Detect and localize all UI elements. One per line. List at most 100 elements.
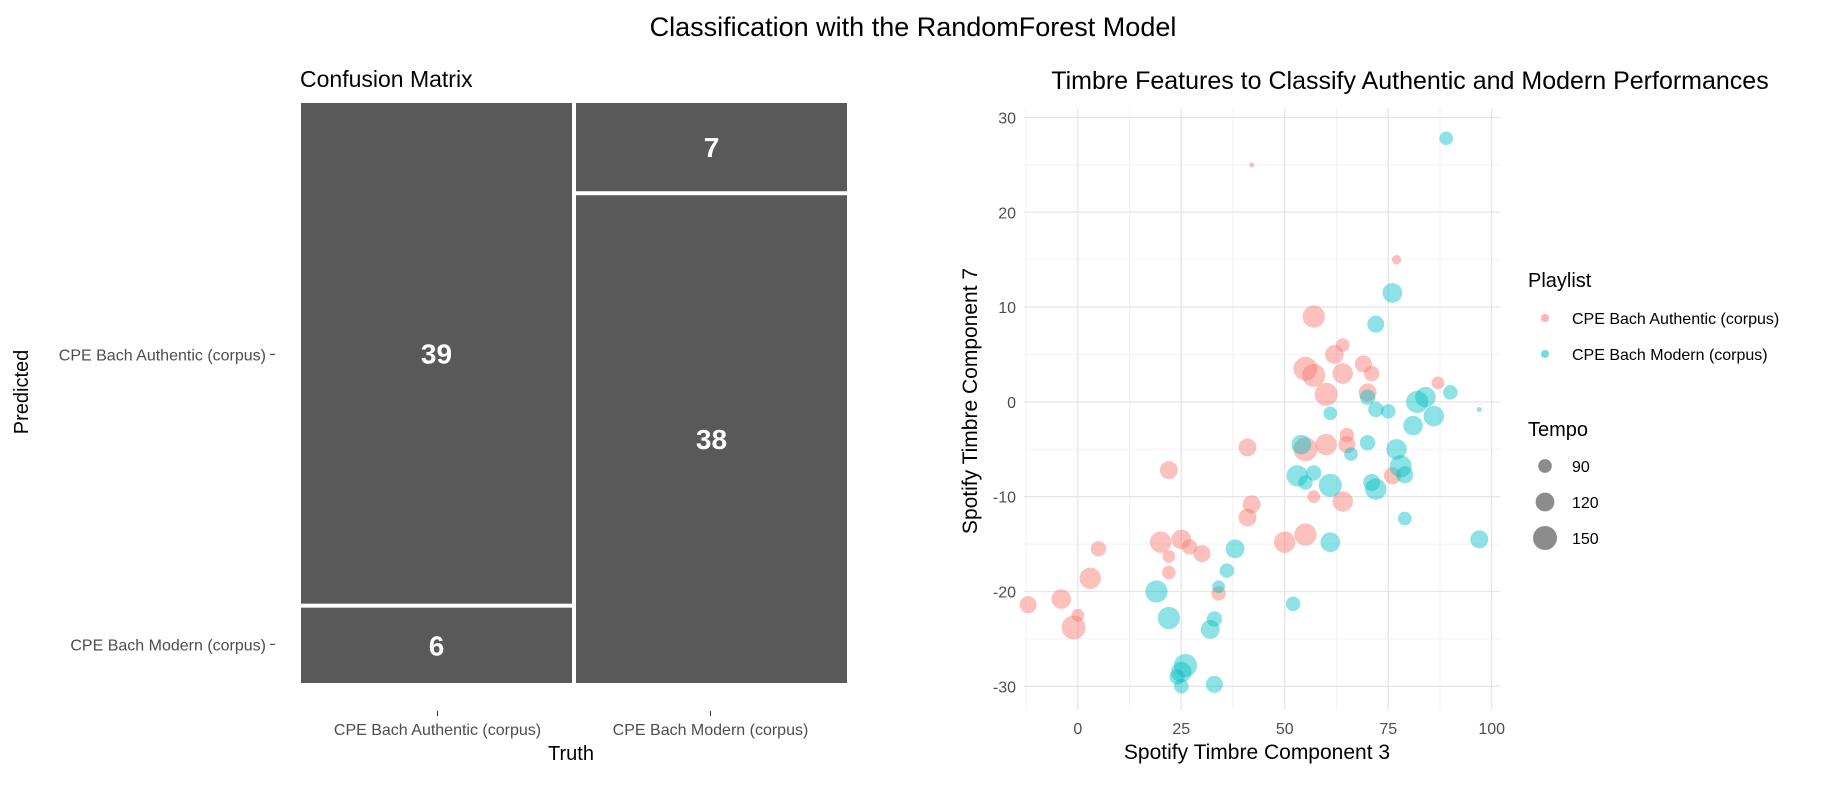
point-cpe-bach-authentic-corpus [1364, 365, 1380, 382]
point-cpe-bach-modern-corpus [1386, 439, 1407, 460]
point-cpe-bach-authentic-corpus [1149, 531, 1172, 553]
point-cpe-bach-authentic-corpus [1315, 433, 1337, 456]
point-cpe-bach-modern-corpus [1205, 675, 1223, 693]
point-cpe-bach-authentic-corpus [1332, 363, 1353, 384]
point-cpe-bach-modern-corpus [1396, 466, 1414, 484]
point-cpe-bach-authentic-corpus [1274, 531, 1296, 553]
legend-playlist-items: CPE Bach Authentic (corpus) CPE Bach Mode… [1541, 311, 1779, 364]
point-cpe-bach-authentic-corpus [1302, 363, 1326, 387]
legend-label-cpe-bach-modern-corpus: CPE Bach Modern (corpus) [1572, 347, 1768, 364]
y-tick-label: 10 [998, 300, 1016, 317]
point-cpe-bach-modern-corpus [1415, 386, 1436, 408]
point-cpe-bach-authentic-corpus [1211, 586, 1226, 601]
point-cpe-bach-modern-corpus [1470, 530, 1489, 549]
point-cpe-bach-modern-corpus [1476, 406, 1482, 412]
point-cpe-bach-modern-corpus [1363, 473, 1381, 492]
cm-cell-cpe-bach-modern-corpus-cpe-bach-authentic-corpus [576, 103, 847, 192]
y-tick-label: 30 [998, 110, 1016, 127]
legend-swatch-cpe-bach-modern-corpus [1541, 350, 1549, 358]
cm-cell-cpe-bach-authentic-corpus-cpe-bach-modern-corpus [301, 607, 572, 683]
point-cpe-bach-authentic-corpus [1302, 305, 1325, 328]
cm-y-tick-label: CPE Bach Authentic (corpus) [59, 347, 266, 364]
point-cpe-bach-authentic-corpus [1051, 589, 1072, 609]
point-cpe-bach-authentic-corpus [1162, 565, 1176, 580]
point-cpe-bach-modern-corpus [1145, 580, 1168, 603]
point-cpe-bach-modern-corpus [1368, 401, 1384, 418]
point-cpe-bach-modern-corpus [1169, 669, 1185, 685]
cm-y-tick-label: CPE Bach Modern (corpus) [70, 637, 266, 654]
scatter-chart: Timbre Features to Classify Authentic an… [959, 67, 1779, 764]
y-tick-label: 0 [1007, 395, 1016, 412]
point-cpe-bach-modern-corpus [1219, 563, 1235, 578]
legend-size-swatch [1538, 459, 1552, 473]
cm-cell-cpe-bach-modern-corpus-cpe-bach-modern-corpus [576, 195, 847, 683]
scatter-tick-labels: 0 25 50 75 100 -30 -20 -10 0 10 20 30 [993, 110, 1505, 738]
point-cpe-bach-authentic-corpus [1181, 539, 1198, 555]
legend-label-cpe-bach-authentic-corpus: CPE Bach Authentic (corpus) [1572, 311, 1779, 328]
point-cpe-bach-authentic-corpus [1193, 545, 1211, 563]
point-cpe-bach-authentic-corpus [1294, 523, 1317, 546]
legend-size-label: 120 [1572, 495, 1599, 512]
point-cpe-bach-authentic-corpus [1307, 490, 1321, 504]
point-cpe-bach-authentic-corpus [1159, 461, 1178, 480]
confusion-matrix-cells: 39 6 7 38 [301, 103, 847, 683]
x-tick-label: 0 [1073, 721, 1082, 738]
cm-x-tick-label: CPE Bach Modern (corpus) [613, 722, 809, 739]
point-cpe-bach-authentic-corpus [1061, 615, 1086, 640]
point-cpe-bach-authentic-corpus [1383, 467, 1401, 485]
point-cpe-bach-authentic-corpus [1358, 383, 1377, 402]
cm-cell-count: 39 [421, 338, 452, 369]
x-tick-label: 75 [1379, 721, 1397, 738]
point-cpe-bach-authentic-corpus [1238, 438, 1257, 457]
point-cpe-bach-authentic-corpus [1071, 608, 1085, 622]
point-cpe-bach-modern-corpus [1365, 478, 1387, 500]
point-cpe-bach-authentic-corpus [1335, 338, 1350, 352]
point-cpe-bach-authentic-corpus [1242, 495, 1261, 514]
scatter-points [1019, 131, 1489, 694]
point-cpe-bach-authentic-corpus [1171, 529, 1192, 550]
scatter-y-axis-label: Spotify Timbre Component 7 [959, 268, 982, 534]
legend-playlist-title: Playlist [1528, 270, 1592, 292]
cm-cell-count: 6 [429, 630, 445, 661]
confusion-matrix-chart: Confusion Matrix 39 6 7 38 CPE Bach Authent… [11, 66, 847, 765]
legend-tempo-items: 90 120 150 [1533, 459, 1599, 550]
x-tick-label: 25 [1172, 721, 1190, 738]
point-cpe-bach-authentic-corpus [1431, 376, 1445, 390]
point-cpe-bach-modern-corpus [1173, 653, 1197, 678]
point-cpe-bach-modern-corpus [1406, 390, 1429, 414]
point-cpe-bach-authentic-corpus [1391, 255, 1402, 265]
point-cpe-bach-modern-corpus [1423, 405, 1445, 427]
point-cpe-bach-modern-corpus [1344, 447, 1358, 461]
scatter-title: Timbre Features to Classify Authentic an… [1051, 67, 1768, 95]
point-cpe-bach-authentic-corpus [1332, 491, 1353, 512]
confusion-matrix-x-axis-label: Truth [548, 743, 594, 765]
cm-cell-count: 38 [696, 424, 727, 455]
point-cpe-bach-modern-corpus [1206, 611, 1223, 627]
point-cpe-bach-modern-corpus [1318, 473, 1342, 497]
cm-cell-cpe-bach-authentic-corpus-cpe-bach-authentic-corpus [301, 103, 572, 604]
scatter-x-axis-label: Spotify Timbre Component 3 [1124, 741, 1390, 764]
cm-x-tick-label: CPE Bach Authentic (corpus) [334, 722, 541, 739]
point-cpe-bach-modern-corpus [1397, 511, 1412, 526]
confusion-matrix-y-axis-label: Predicted [11, 350, 33, 435]
point-cpe-bach-modern-corpus [1320, 532, 1341, 553]
point-cpe-bach-modern-corpus [1323, 406, 1338, 421]
x-tick-label: 100 [1478, 721, 1505, 738]
point-cpe-bach-authentic-corpus [1162, 550, 1176, 563]
point-cpe-bach-modern-corpus [1212, 580, 1225, 594]
point-cpe-bach-modern-corpus [1225, 539, 1245, 559]
point-cpe-bach-modern-corpus [1359, 389, 1376, 405]
point-cpe-bach-modern-corpus [1439, 131, 1454, 146]
legend-tempo-title: Tempo [1528, 419, 1588, 441]
point-cpe-bach-authentic-corpus [1249, 162, 1255, 168]
confusion-matrix-y-tick-labels: CPE Bach Authentic (corpus) CPE Bach Mode… [59, 347, 275, 654]
point-cpe-bach-modern-corpus [1285, 596, 1301, 612]
point-cpe-bach-modern-corpus [1380, 404, 1396, 419]
legend-size-swatch [1535, 492, 1555, 512]
scatter-gridlines [1024, 108, 1500, 710]
main-title: Classification with the RandomForest Mod… [650, 12, 1177, 42]
y-tick-label: -10 [993, 490, 1016, 507]
y-tick-label: -20 [993, 584, 1016, 601]
point-cpe-bach-modern-corpus [1174, 679, 1189, 694]
